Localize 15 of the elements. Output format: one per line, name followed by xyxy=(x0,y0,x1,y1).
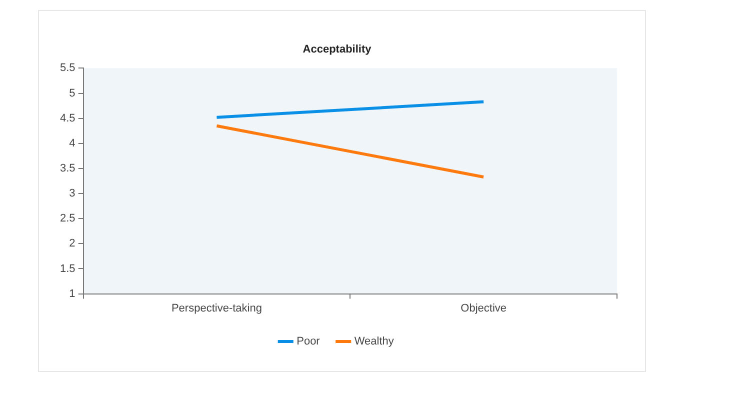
x-tick-label: Objective xyxy=(460,302,507,314)
legend-label: Wealthy xyxy=(354,336,394,348)
y-tick-label: 5.5 xyxy=(60,62,76,74)
y-tick-label: 5 xyxy=(69,87,76,100)
y-tick-label: 3.5 xyxy=(60,162,76,174)
y-tick-label: 4 xyxy=(69,137,76,150)
legend-label: Poor xyxy=(296,336,320,348)
chart-title: Acceptability xyxy=(302,44,372,56)
x-tick-label: Perspective-taking xyxy=(171,302,262,314)
y-tick-label: 2 xyxy=(69,238,76,250)
y-tick-label: 2.5 xyxy=(60,212,76,225)
y-tick-label: 3 xyxy=(69,188,76,200)
y-tick-label: 1 xyxy=(69,288,76,300)
y-tick-label: 1.5 xyxy=(60,262,76,275)
y-tick-label: 4.5 xyxy=(60,112,76,124)
